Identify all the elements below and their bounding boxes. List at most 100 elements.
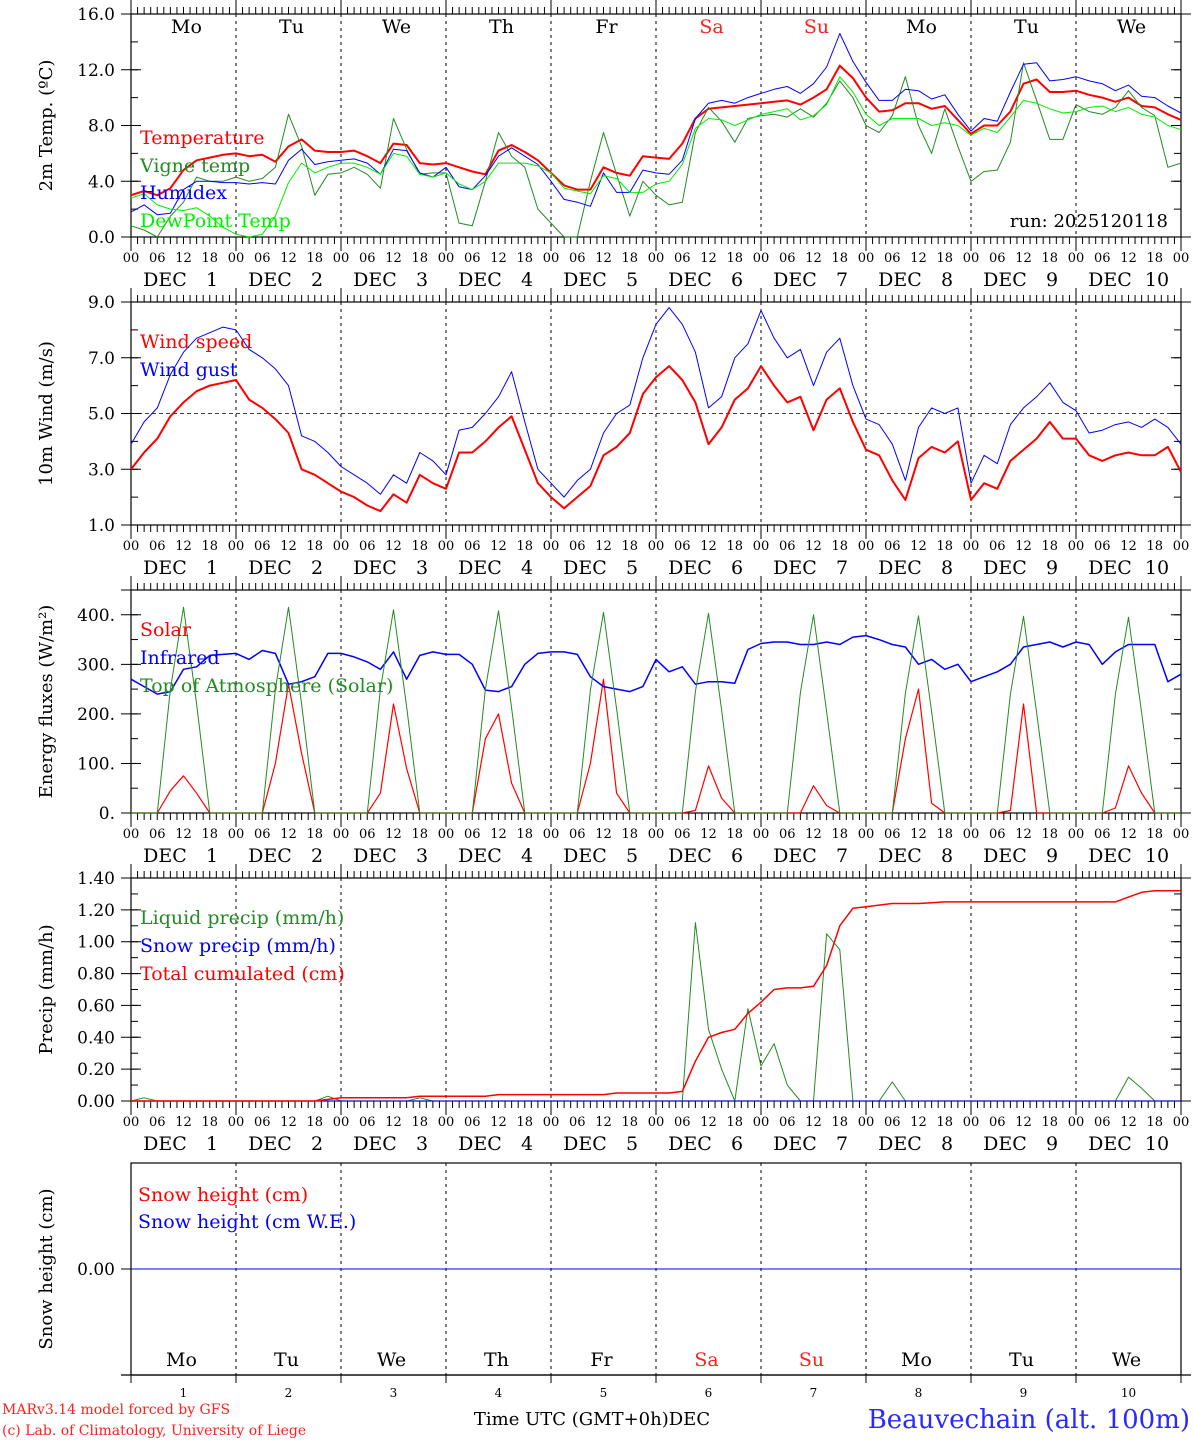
- footer-copyright: (c) Lab. of Climatology, University of L…: [2, 1423, 306, 1439]
- x-hour-label: 12: [910, 251, 927, 266]
- legend-entry: DewPoint Temp: [140, 210, 291, 232]
- x-hour-label: 12: [490, 827, 507, 842]
- y-axis-title: 2m Temp. (ºC): [36, 60, 57, 192]
- x-hour-label: 12: [805, 827, 822, 842]
- x-hour-label: 06: [464, 1115, 481, 1130]
- x-hour-label: 00: [228, 539, 245, 554]
- x-hour-label: 00: [1173, 251, 1190, 266]
- x-hour-label: 06: [884, 251, 901, 266]
- x-hour-label: 18: [936, 1115, 953, 1130]
- y-axis-title: Precip (mm/h): [36, 924, 57, 1054]
- x-day-number: 2: [311, 557, 323, 579]
- x-hour-label: 18: [516, 1115, 533, 1130]
- x-month-label: DEC: [983, 269, 1027, 291]
- x-hour-label: 06: [569, 827, 586, 842]
- weekday-label: Su: [799, 1349, 824, 1371]
- legend-entry: Humidex: [140, 182, 227, 204]
- x-hour-label: 12: [385, 251, 402, 266]
- x-month-label: DEC: [143, 845, 187, 867]
- x-hour-label: 12: [490, 539, 507, 554]
- x-day-number: 4: [521, 557, 533, 579]
- weekday-label: Mo: [906, 16, 937, 38]
- x-hour-label: 00: [228, 1115, 245, 1130]
- weekday-label: We: [377, 1349, 406, 1371]
- y-tick-label: 1.20: [77, 901, 115, 921]
- x-hour-label: 12: [1120, 827, 1137, 842]
- x-hour-label: 18: [201, 539, 218, 554]
- x-month-label: DEC: [248, 1133, 292, 1155]
- x-day-number: 8: [941, 557, 953, 579]
- x-hour-label: 18: [936, 251, 953, 266]
- x-hour-label: 18: [306, 251, 323, 266]
- x-hour-label: 00: [123, 539, 140, 554]
- weekday-label: We: [382, 16, 411, 38]
- x-day-number: 8: [941, 269, 953, 291]
- x-month-label: DEC: [1088, 269, 1132, 291]
- y-tick-label: 0.00: [77, 1092, 115, 1112]
- x-day-number: 9: [1020, 1386, 1028, 1400]
- x-hour-label: 18: [1041, 1115, 1058, 1130]
- x-day-number: 2: [311, 269, 323, 291]
- y-axis-title: Energy fluxes (W/m²): [36, 605, 57, 799]
- x-hour-label: 00: [543, 539, 560, 554]
- x-hour-label: 00: [333, 251, 350, 266]
- x-hour-label: 00: [1068, 1115, 1085, 1130]
- y-tick-label: 1.0: [88, 516, 115, 536]
- x-hour-label: 06: [674, 539, 691, 554]
- x-month-label: DEC: [878, 845, 922, 867]
- y-tick-label: 0.60: [77, 996, 115, 1016]
- x-hour-label: 12: [595, 539, 612, 554]
- x-month-label: DEC: [878, 269, 922, 291]
- x-hour-label: 00: [648, 251, 665, 266]
- x-day-number: 4: [495, 1386, 503, 1400]
- series-line-wind-gust: [130, 307, 1182, 498]
- x-hour-label: 06: [254, 827, 271, 842]
- x-day-number: 9: [1046, 1133, 1058, 1155]
- weekday-label: Th: [484, 1349, 509, 1371]
- y-axis-title: 10m Wind (m/s): [36, 341, 57, 486]
- x-hour-label: 12: [280, 1115, 297, 1130]
- x-hour-label: 12: [805, 1115, 822, 1130]
- series-line-vigne-temp: [130, 62, 1182, 238]
- weekday-label: Mo: [901, 1349, 932, 1371]
- x-hour-label: 18: [1146, 827, 1163, 842]
- x-hour-label: 06: [1094, 827, 1111, 842]
- x-hour-label: 12: [700, 251, 717, 266]
- x-hour-label: 12: [700, 539, 717, 554]
- x-hour-label: 00: [648, 1115, 665, 1130]
- x-hour-label: 18: [411, 1115, 428, 1130]
- x-hour-label: 06: [359, 827, 376, 842]
- series-line-total-cumulated-cm-: [131, 889, 1181, 1102]
- x-hour-label: 12: [595, 1115, 612, 1130]
- x-day-number: 6: [731, 269, 743, 291]
- x-hour-label: 00: [753, 1115, 770, 1130]
- x-hour-label: 00: [858, 251, 875, 266]
- x-hour-label: 00: [438, 827, 455, 842]
- x-hour-label: 00: [1068, 827, 1085, 842]
- weekday-label: Fr: [590, 1349, 613, 1371]
- x-hour-label: 06: [884, 539, 901, 554]
- x-hour-label: 06: [359, 251, 376, 266]
- x-hour-label: 18: [306, 539, 323, 554]
- x-month-label: DEC: [143, 557, 187, 579]
- series-line-temperature: [130, 64, 1182, 197]
- x-hour-label: 12: [280, 539, 297, 554]
- x-day-number: 7: [810, 1386, 818, 1400]
- legend-entry: Liquid precip (mm/h): [140, 907, 344, 929]
- weekday-label: Mo: [171, 16, 202, 38]
- x-hour-label: 12: [1120, 539, 1137, 554]
- weekday-label: We: [1117, 16, 1146, 38]
- y-axis-title: Snow height (cm): [36, 1188, 57, 1349]
- y-tick-label: 100.: [77, 754, 115, 774]
- x-hour-label: 00: [438, 251, 455, 266]
- x-day-number: 5: [626, 557, 638, 579]
- x-hour-label: 00: [648, 539, 665, 554]
- x-hour-label: 12: [490, 251, 507, 266]
- x-month-label: DEC: [773, 1133, 817, 1155]
- x-hour-label: 00: [963, 1115, 980, 1130]
- x-hour-label: 00: [858, 827, 875, 842]
- x-hour-label: 00: [228, 827, 245, 842]
- time-axis-label: Time UTC (GMT+0h)DEC: [474, 1409, 710, 1430]
- series-line-wind-speed: [130, 365, 1182, 513]
